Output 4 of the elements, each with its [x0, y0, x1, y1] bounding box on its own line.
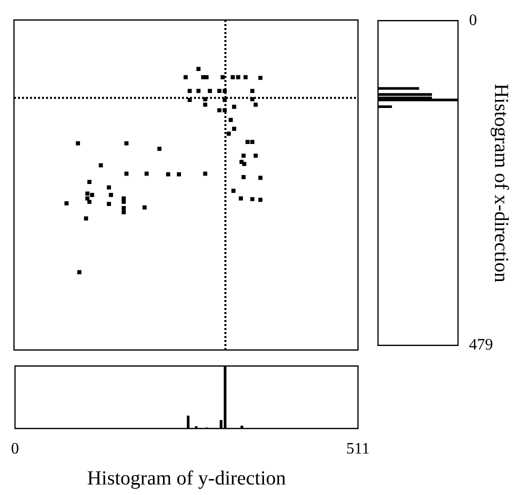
x-tick-label: 511	[346, 440, 370, 458]
y-tick-label: 479	[469, 336, 493, 354]
y-axis-title: Histogram of x-direction	[490, 84, 512, 282]
x-axis-title: Histogram of y-direction	[87, 467, 286, 490]
